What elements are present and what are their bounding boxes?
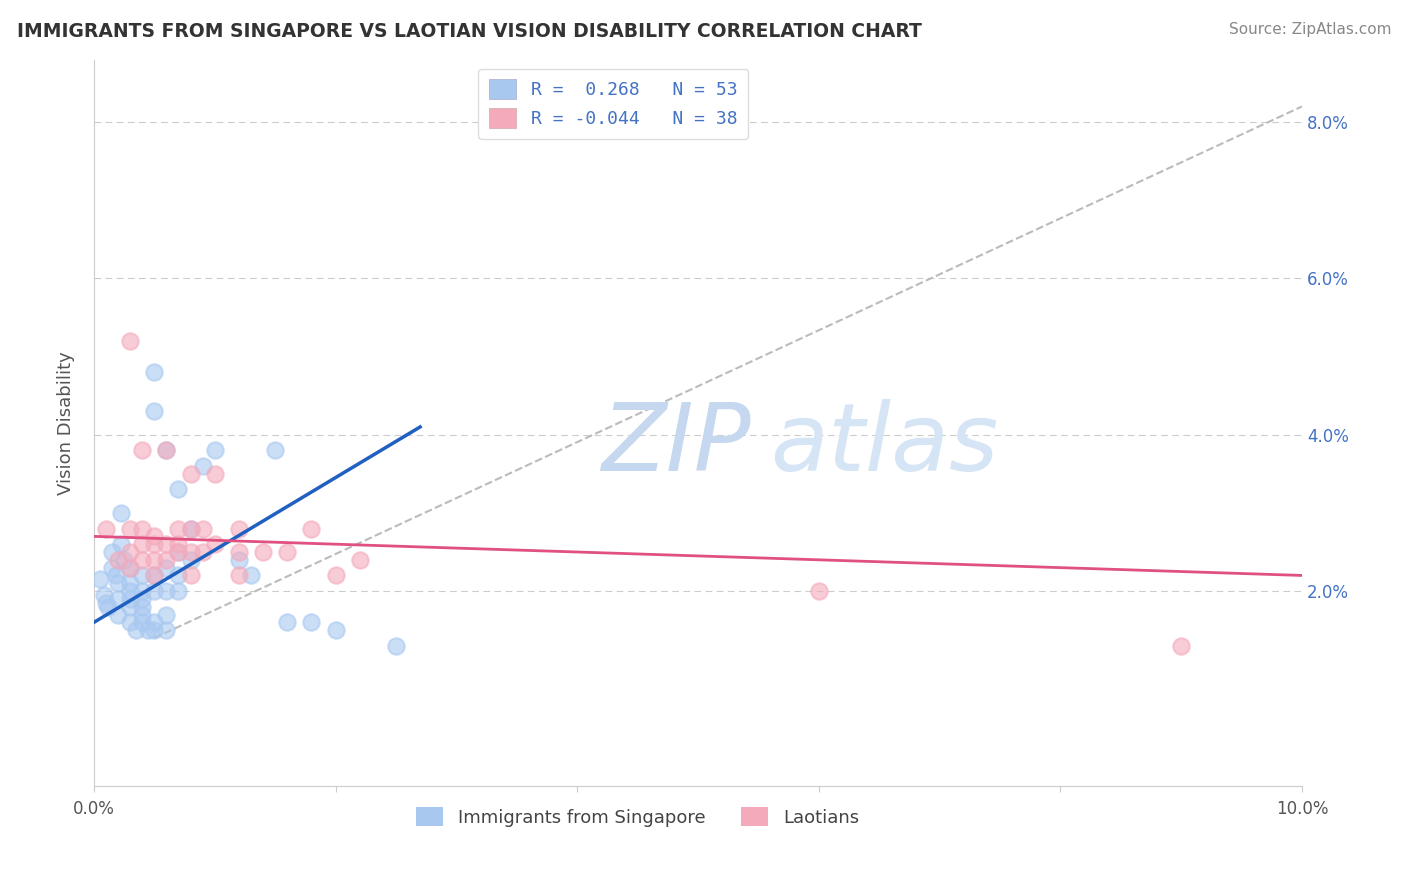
Point xyxy=(385,639,408,653)
Point xyxy=(143,568,166,582)
Point xyxy=(167,545,190,559)
Point xyxy=(131,537,153,551)
Point xyxy=(89,573,111,587)
Point xyxy=(143,553,166,567)
Point xyxy=(143,584,166,599)
Text: Source: ZipAtlas.com: Source: ZipAtlas.com xyxy=(1229,22,1392,37)
Point xyxy=(299,615,322,630)
Point xyxy=(107,607,129,622)
Point xyxy=(131,615,153,630)
Point xyxy=(180,522,202,536)
Point xyxy=(167,522,190,536)
Point xyxy=(120,615,142,630)
Point xyxy=(143,623,166,637)
Point xyxy=(155,607,177,622)
Point xyxy=(155,537,177,551)
Point xyxy=(228,545,250,559)
Point xyxy=(131,584,153,599)
Text: IMMIGRANTS FROM SINGAPORE VS LAOTIAN VISION DISABILITY CORRELATION CHART: IMMIGRANTS FROM SINGAPORE VS LAOTIAN VIS… xyxy=(17,22,922,41)
Point xyxy=(107,553,129,567)
Point xyxy=(120,545,142,559)
Point xyxy=(93,588,115,602)
Point xyxy=(143,365,166,379)
Point xyxy=(131,522,153,536)
Point xyxy=(155,560,177,574)
Point xyxy=(155,553,177,567)
Point xyxy=(131,443,153,458)
Text: atlas: atlas xyxy=(770,400,998,491)
Point xyxy=(191,458,214,473)
Point xyxy=(143,568,166,582)
Point xyxy=(180,553,202,567)
Point xyxy=(125,623,148,637)
Point xyxy=(325,568,347,582)
Point xyxy=(276,545,298,559)
Point xyxy=(120,599,142,614)
Point xyxy=(120,560,142,574)
Point xyxy=(252,545,274,559)
Point xyxy=(191,522,214,536)
Point xyxy=(155,623,177,637)
Point xyxy=(228,553,250,567)
Point xyxy=(120,522,142,536)
Point xyxy=(143,529,166,543)
Point xyxy=(143,615,166,630)
Point xyxy=(204,537,226,551)
Point xyxy=(131,591,153,606)
Point xyxy=(180,545,202,559)
Legend: Immigrants from Singapore, Laotians: Immigrants from Singapore, Laotians xyxy=(408,798,868,836)
Point xyxy=(120,584,142,599)
Point xyxy=(110,537,132,551)
Point xyxy=(167,568,190,582)
Point xyxy=(204,467,226,481)
Point xyxy=(131,607,153,622)
Text: ZIP: ZIP xyxy=(602,400,751,491)
Point xyxy=(120,591,142,606)
Point xyxy=(204,443,226,458)
Point xyxy=(167,483,190,497)
Point xyxy=(107,591,129,606)
Point xyxy=(167,545,190,559)
Point xyxy=(180,467,202,481)
Point xyxy=(180,522,202,536)
Point xyxy=(136,623,159,637)
Point xyxy=(155,443,177,458)
Point xyxy=(131,553,153,567)
Point xyxy=(101,545,124,559)
Point xyxy=(299,522,322,536)
Point xyxy=(240,568,263,582)
Point xyxy=(131,568,153,582)
Point xyxy=(807,584,830,599)
Point xyxy=(143,404,166,418)
Point xyxy=(228,522,250,536)
Point xyxy=(120,560,142,574)
Point xyxy=(120,576,142,591)
Point xyxy=(167,537,190,551)
Point xyxy=(120,334,142,348)
Point xyxy=(112,553,135,567)
Point xyxy=(191,545,214,559)
Point xyxy=(107,576,129,591)
Point xyxy=(97,599,120,614)
Point xyxy=(94,522,117,536)
Y-axis label: Vision Disability: Vision Disability xyxy=(58,351,75,495)
Point xyxy=(180,568,202,582)
Point xyxy=(131,599,153,614)
Point xyxy=(104,568,127,582)
Point xyxy=(143,537,166,551)
Point xyxy=(94,596,117,610)
Point xyxy=(1170,639,1192,653)
Point xyxy=(167,584,190,599)
Point xyxy=(155,443,177,458)
Point xyxy=(110,506,132,520)
Point xyxy=(276,615,298,630)
Point xyxy=(325,623,347,637)
Point xyxy=(349,553,371,567)
Point xyxy=(101,560,124,574)
Point xyxy=(155,584,177,599)
Point xyxy=(264,443,287,458)
Point xyxy=(228,568,250,582)
